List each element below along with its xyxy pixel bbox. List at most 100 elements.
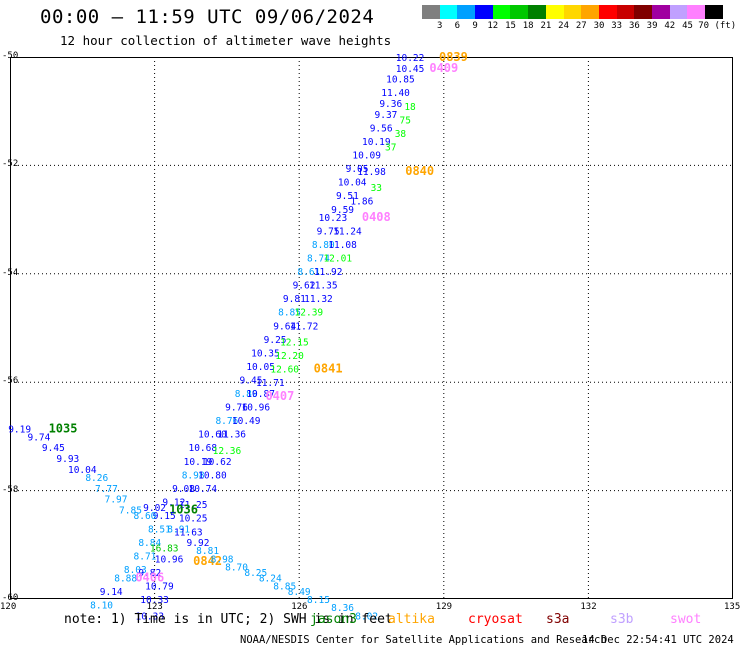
colorbar-label: 70 (ft) (698, 21, 737, 31)
wave-height-label: 10.04 (68, 465, 97, 476)
wave-height-label: 7.97 (105, 495, 128, 506)
wave-height-label: 11.25 (179, 500, 208, 511)
wave-height-label: 12.20 (275, 351, 304, 362)
longitude-tick-label: 120 (0, 602, 17, 612)
wave-height-label: 8.80 (312, 240, 335, 251)
wave-height-label: 10.33 (135, 611, 164, 622)
colorbar-label: 3 (436, 21, 443, 31)
wave-height-label: 10.60 (198, 430, 227, 441)
colorbar-swatch (651, 5, 670, 19)
satellite-legend-s3a: s3a (546, 612, 570, 627)
wave-height-label: 8.91 (167, 525, 190, 536)
wave-height-label: 8.61 (297, 267, 320, 278)
wave-height-label: 9.19 (8, 424, 31, 435)
wave-height-label: 9.93 (56, 454, 79, 465)
wave-height-label: 8.25 (244, 568, 267, 579)
wave-height-label: 8.36 (331, 603, 354, 614)
wave-height-label: 11.35 (309, 281, 338, 292)
latitude-tick-label: -58 (2, 484, 19, 495)
colorbar-swatch (705, 5, 723, 19)
map-plot-frame (10, 57, 733, 599)
wave-height-label: 10.87 (246, 389, 275, 400)
wave-height-label: 8.98 (182, 470, 205, 481)
credit-line: NOAA/NESDIS Center for Satellite Applica… (240, 634, 607, 646)
colorbar-label: 36 (628, 21, 640, 31)
wave-height-label: 10.33 (140, 595, 169, 606)
wave-height-label: 9.76 (225, 403, 248, 414)
wave-height-label: 11.40 (381, 88, 410, 99)
colorbar-swatch (545, 5, 564, 19)
colorbar-swatch (422, 5, 440, 19)
colorbar-label: 18 (522, 21, 534, 31)
wave-height-label: 10.23 (319, 213, 348, 224)
wave-height-label: 12.15 (280, 338, 309, 349)
wave-height-label: 9.81 (283, 294, 306, 305)
longitude-tick-label: 123 (146, 602, 163, 612)
wave-height-label: 9.36 (379, 99, 402, 110)
wave-height-label: 10.49 (232, 416, 261, 427)
wave-height-label: 8.85 (273, 581, 296, 592)
wave-height-label: 10.74 (188, 484, 217, 495)
wave-height-label: 9.15 (153, 511, 176, 522)
colorbar-label: 42 (664, 21, 676, 31)
wave-height-label: 8.76 (215, 416, 238, 427)
map-title: 00:00 – 11:59 UTC 09/06/2024 (40, 6, 375, 28)
colorbar-swatch (616, 5, 635, 19)
colorbar-label: 27 (575, 21, 587, 31)
wave-height-label: 18 (404, 102, 416, 113)
satellite-legend-s3b: s3b (610, 612, 634, 627)
wave-height-label: 9.08 (172, 484, 195, 495)
colorbar-label: 39 (646, 21, 658, 31)
pass-time-label: 0406 (135, 570, 164, 584)
wave-height-label: 12.36 (213, 446, 242, 457)
colorbar-label: 15 (505, 21, 516, 31)
colorbar-swatch (598, 5, 617, 19)
colorbar-label: 33 (611, 21, 623, 31)
colorbar-swatch (563, 5, 582, 19)
wave-height-label: 8.81 (196, 546, 219, 557)
wave-height-label: 8.51 (148, 525, 171, 536)
wave-height-label: 10.19 (184, 457, 213, 468)
wave-height-label: 10.09 (352, 151, 381, 162)
wave-height-label: 9.12 (162, 497, 185, 508)
wave-height-label: 9.75 (317, 226, 340, 237)
wave-height-label: 11.98 (357, 167, 386, 178)
wave-height-label: 10.25 (179, 514, 208, 525)
wave-height-label: 8.03 (124, 565, 147, 576)
wave-height-label: 9.82 (138, 568, 161, 579)
wave-height-label: 11.92 (314, 267, 343, 278)
pass-time-label: 0841 (314, 362, 343, 376)
wave-height-label: 8.89 (235, 389, 258, 400)
wave-height-label: 33 (371, 183, 382, 194)
wave-height-label: 8.49 (288, 587, 311, 598)
wave-height-label: 8.85 (278, 308, 301, 319)
wave-height-label: 9.92 (187, 538, 210, 549)
wave-height-label: 10.05 (246, 362, 275, 373)
wave-height-label: 9.59 (331, 205, 354, 216)
colorbar-swatch (439, 5, 458, 19)
wave-height-label: 8.24 (259, 573, 282, 584)
colorbar-label: 24 (558, 21, 570, 31)
wave-height-label: 9.25 (264, 335, 287, 346)
wave-height-label: 12.01 (323, 254, 352, 265)
wave-height-label: 10.96 (155, 554, 184, 565)
wave-height-label: 8.10 (90, 600, 113, 611)
wave-height-label: 9.74 (27, 432, 50, 443)
wave-height-label: 9.02 (143, 503, 166, 514)
wave-height-label: 11.63 (174, 527, 203, 538)
wave-height-label: 11.72 (290, 321, 319, 332)
colorbar-label: 6 (454, 21, 461, 31)
wave-height-label: 10.96 (242, 403, 271, 414)
wave-height-label: 8.02 (355, 611, 378, 622)
wave-height-label: 8.84 (138, 538, 161, 549)
wave-height-label: 12.39 (295, 308, 324, 319)
latitude-tick-label: -50 (2, 51, 19, 61)
wave-height-label: 10.79 (145, 581, 174, 592)
wave-height-label: 8.26 (85, 473, 108, 484)
wave-height-label: 16.83 (150, 544, 179, 555)
wave-height-label: 12.60 (270, 365, 299, 376)
longitude-tick-label: 132 (580, 602, 597, 612)
wave-height-label: 10.68 (188, 443, 217, 454)
wave-height-label: 9.45 (42, 443, 65, 454)
colorbar-swatch (581, 5, 599, 19)
